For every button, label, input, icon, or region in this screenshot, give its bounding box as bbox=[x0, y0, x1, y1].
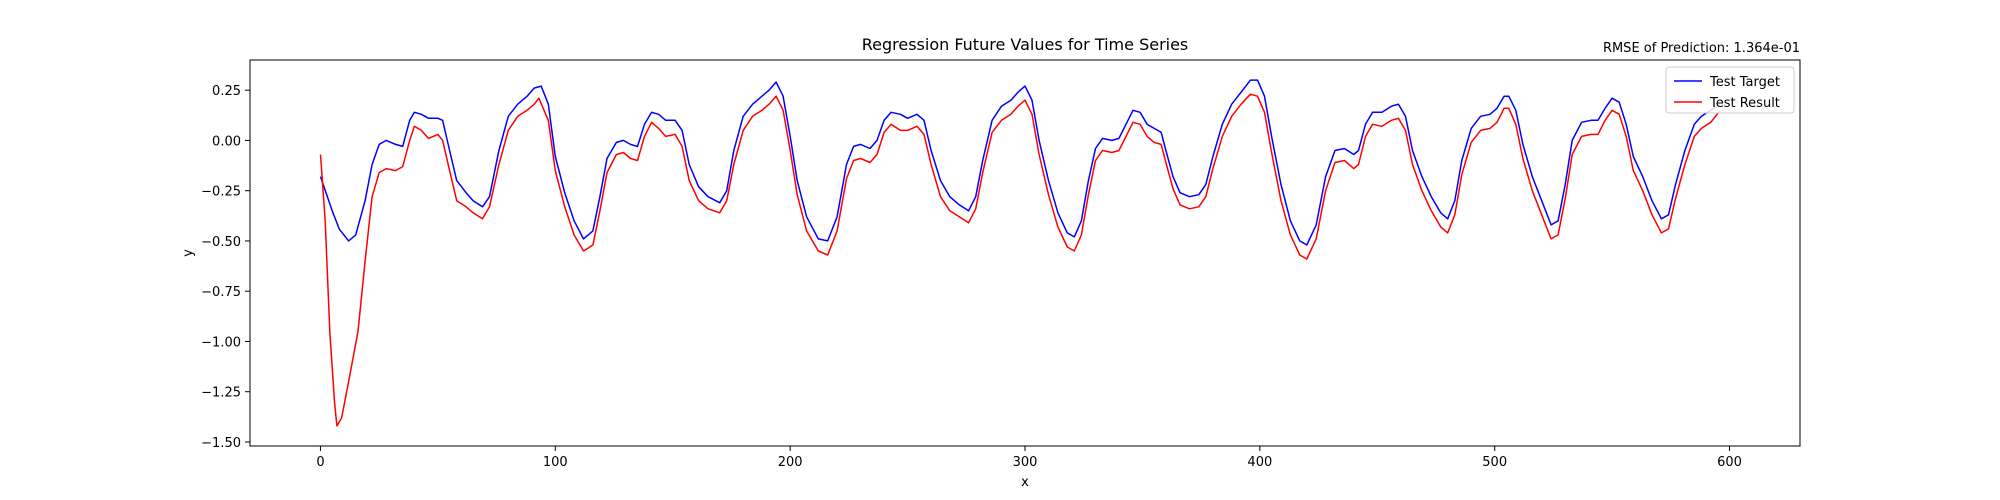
y-axis-ticks: 0.25 0.00 −0.25 −0.50 −0.75 −1.00 −1.25 −1.50 bbox=[201, 84, 250, 451]
x-axis-label: x bbox=[1021, 475, 1029, 490]
series-line-test-target bbox=[319, 79, 1721, 246]
x-tick-label: 600 bbox=[1717, 455, 1742, 470]
legend-label-test-result: Test Result bbox=[1709, 96, 1780, 111]
x-tick-label: 500 bbox=[1482, 455, 1507, 470]
chart-title: Regression Future Values for Time Series bbox=[862, 35, 1189, 54]
y-axis-label: y bbox=[181, 249, 196, 257]
x-tick-label: 0 bbox=[316, 455, 324, 470]
series-line-test-result bbox=[319, 93, 1721, 427]
y-tick-label: −1.50 bbox=[201, 436, 241, 451]
x-tick-label: 200 bbox=[778, 455, 803, 470]
x-tick-label: 300 bbox=[1013, 455, 1038, 470]
y-tick-label: −1.25 bbox=[201, 386, 241, 401]
y-tick-label: −1.00 bbox=[201, 335, 241, 350]
y-tick-label: −0.25 bbox=[201, 185, 241, 200]
x-tick-label: 100 bbox=[543, 455, 568, 470]
series-layer bbox=[319, 79, 1721, 427]
y-tick-label: 0.00 bbox=[212, 134, 241, 149]
x-axis-ticks: 0 100 200 300 400 500 600 bbox=[316, 446, 1742, 470]
y-tick-label: −0.75 bbox=[201, 285, 241, 300]
x-tick-label: 400 bbox=[1247, 455, 1272, 470]
y-tick-label: −0.50 bbox=[201, 235, 241, 250]
y-tick-label: 0.25 bbox=[212, 84, 241, 99]
legend: Test Target Test Result bbox=[1665, 66, 1795, 114]
legend-label-test-target: Test Target bbox=[1709, 75, 1780, 90]
rmse-annotation: RMSE of Prediction: 1.364e-01 bbox=[1603, 41, 1800, 56]
